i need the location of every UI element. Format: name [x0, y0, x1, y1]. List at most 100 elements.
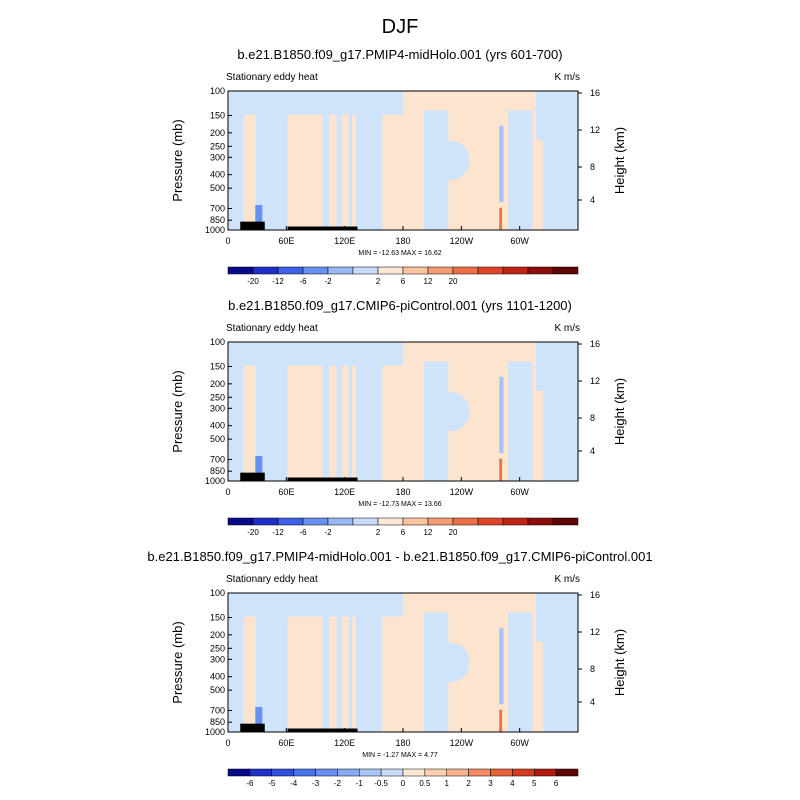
- colorbar-swatch: [490, 768, 513, 777]
- negative-region: [228, 612, 244, 732]
- negative-region: [434, 141, 470, 180]
- colorbar-label: -3: [312, 779, 320, 788]
- colorbar-label: -12: [272, 528, 284, 537]
- colorbar-swatch: [427, 517, 454, 526]
- colorbar-swatch: [352, 517, 379, 526]
- colorbar-swatch: [227, 517, 254, 526]
- colorbar-label: -2: [324, 277, 332, 286]
- y-tick-label: 300: [210, 654, 225, 664]
- negative-region: [336, 612, 342, 732]
- y-tick-label: 400: [210, 672, 225, 682]
- y-right-tick-label: 16: [590, 88, 600, 98]
- y-tick-label: 400: [210, 170, 225, 180]
- y-tick-label: 200: [210, 128, 225, 138]
- colorbar-swatch: [527, 266, 554, 275]
- negative-core: [499, 125, 504, 203]
- y-right-tick-label: 8: [590, 664, 595, 674]
- negative-region: [336, 110, 342, 230]
- colorbar-swatch: [502, 266, 529, 275]
- colorbar-swatch: [452, 517, 479, 526]
- contour-field: [228, 91, 578, 230]
- topography: [287, 477, 358, 481]
- y-tick-label: 200: [210, 379, 225, 389]
- positive-region: [352, 365, 356, 481]
- colorbar-label: -2: [334, 779, 342, 788]
- panel-3: b.e21.B1850.f09_g17.PMIP4-midHolo.001 - …: [147, 549, 652, 788]
- positive-core: [499, 207, 503, 230]
- y-tick-label: 500: [210, 685, 225, 695]
- colorbar-label: 0: [401, 779, 406, 788]
- colorbar-label: -6: [246, 779, 254, 788]
- colorbar-swatch: [552, 266, 579, 275]
- y-tick-label: 150: [210, 612, 225, 622]
- negative-region: [434, 643, 470, 682]
- topography: [240, 472, 265, 481]
- colorbar-swatch: [512, 768, 535, 777]
- negative-core: [499, 376, 504, 454]
- colorbar-label: -20: [247, 277, 259, 286]
- y-tick-label: 1000: [205, 225, 225, 235]
- colorbar-label: 6: [401, 277, 406, 286]
- colorbar-swatch: [352, 266, 379, 275]
- colorbar-label: -6: [299, 277, 307, 286]
- y-tick-label: 700: [210, 203, 225, 213]
- x-tick-label: 120W: [450, 738, 474, 748]
- colorbar-label: -1: [356, 779, 364, 788]
- colorbar-swatch: [337, 768, 360, 777]
- colorbar-swatch: [468, 768, 491, 777]
- y-tick-label: 150: [210, 110, 225, 120]
- colorbar-swatch: [452, 266, 479, 275]
- negative-core: [255, 204, 263, 230]
- y-right-tick-label: 12: [590, 376, 600, 386]
- y-tick-label: 300: [210, 152, 225, 162]
- colorbar-swatch: [377, 266, 404, 275]
- x-tick-label: 120W: [450, 236, 474, 246]
- x-tick-label: 180: [395, 236, 410, 246]
- colorbar-swatch: [555, 768, 579, 777]
- colorbar-swatch: [427, 266, 454, 275]
- y-right-tick-label: 4: [590, 697, 595, 707]
- colorbar-label: -5: [268, 779, 276, 788]
- x-tick-label: 60W: [510, 738, 529, 748]
- x-tick-label: 0: [225, 738, 230, 748]
- panels: b.e21.B1850.f09_g17.PMIP4-midHolo.001 (y…: [147, 47, 652, 788]
- negative-region: [322, 612, 330, 732]
- colorbar-swatch: [293, 768, 316, 777]
- y-axis-label: Pressure (mb): [170, 119, 185, 201]
- colorbar-label: -0.5: [374, 779, 388, 788]
- colorbar-swatch: [252, 517, 279, 526]
- y-tick-label: 250: [210, 643, 225, 653]
- colorbar-label: 1: [445, 779, 450, 788]
- panel-title: b.e21.B1850.f09_g17.PMIP4-midHolo.001 (y…: [237, 47, 562, 62]
- y-tick-label: 100: [210, 86, 225, 96]
- min-max-stats: MIN = -1.27 MAX = 4.77: [362, 752, 438, 759]
- panel-2: b.e21.B1850.f09_g17.CMIP6-piControl.001 …: [170, 298, 627, 537]
- right-label: K m/s: [554, 72, 580, 83]
- x-tick-label: 120E: [334, 236, 355, 246]
- x-tick-label: 0: [225, 236, 230, 246]
- negative-region: [536, 342, 578, 391]
- negative-region: [228, 342, 403, 366]
- colorbar-swatch: [477, 517, 504, 526]
- positive-region: [352, 616, 356, 732]
- x-tick-label: 60W: [510, 487, 529, 497]
- y-tick-label: 400: [210, 421, 225, 431]
- y-right-tick-label: 16: [590, 590, 600, 600]
- y-right-tick-label: 8: [590, 413, 595, 423]
- colorbar-swatch: [302, 266, 329, 275]
- colorbar-swatch: [359, 768, 382, 777]
- y-right-tick-label: 12: [590, 125, 600, 135]
- colorbar-swatch: [302, 517, 329, 526]
- panel-1: b.e21.B1850.f09_g17.PMIP4-midHolo.001 (y…: [170, 47, 627, 286]
- x-tick-label: 60E: [278, 738, 294, 748]
- right-label: K m/s: [554, 574, 580, 585]
- y-tick-label: 700: [210, 705, 225, 715]
- colorbar-swatch: [249, 768, 272, 777]
- y-tick-label: 300: [210, 403, 225, 413]
- y-axis-label: Pressure (mb): [170, 621, 185, 703]
- negative-region: [434, 392, 470, 431]
- x-tick-label: 180: [395, 738, 410, 748]
- figure-title: DJF: [382, 16, 419, 38]
- colorbar-swatch: [277, 517, 304, 526]
